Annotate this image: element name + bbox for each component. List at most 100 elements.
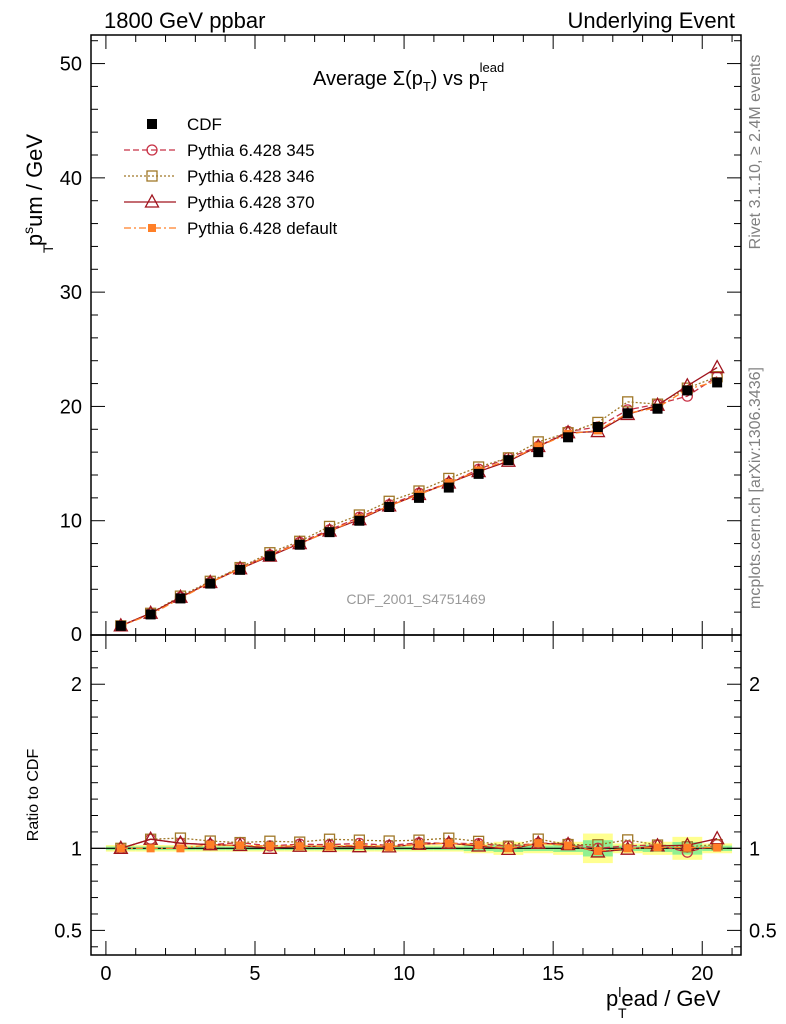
ratio-point <box>504 844 513 853</box>
ratio-point <box>116 844 125 853</box>
data-point <box>235 564 246 575</box>
ylabel-sup: s <box>20 227 36 234</box>
ratio-point <box>444 839 453 848</box>
data-point <box>622 408 633 419</box>
ratio-point <box>385 842 394 851</box>
ratio-series-line <box>120 842 718 852</box>
legend-label: Pythia 6.428 default <box>187 219 338 238</box>
x-tick-label: 5 <box>249 963 260 985</box>
ratio-point <box>683 843 692 852</box>
x-tick-label: 0 <box>100 963 111 985</box>
data-point <box>324 527 335 538</box>
data-point <box>205 578 216 589</box>
title-mid: ) vs p <box>431 68 480 90</box>
y-tick-label: 0 <box>71 624 82 646</box>
data-point <box>533 447 544 458</box>
ratio-point <box>176 844 185 853</box>
xlabel-p: p <box>606 986 618 1011</box>
legend-marker <box>144 193 160 208</box>
plot-title: Average Σ(pT) vs pTlead <box>313 60 504 94</box>
ratio-point <box>325 842 334 851</box>
data-point <box>354 515 365 526</box>
x-tick-label: 15 <box>542 963 564 985</box>
legend-label: Pythia 6.428 346 <box>187 167 315 186</box>
data-point <box>145 609 156 620</box>
legend-marker <box>148 224 156 232</box>
ratio-point <box>236 841 245 850</box>
ratio-point <box>593 847 602 856</box>
main-axis-ticks: 0 10 20 30 40 50 <box>60 35 741 646</box>
ratio-series-layer <box>113 830 725 858</box>
header-left-label: 1800 GeV ppbar <box>104 8 265 33</box>
data-point <box>709 359 725 374</box>
title-sub-t2: T <box>480 79 488 94</box>
main-series-layer <box>113 359 725 632</box>
data-point <box>473 468 484 479</box>
ratio-point <box>206 840 215 849</box>
data-point <box>443 482 454 493</box>
legend: CDF Pythia 6.428 345 Pythia 6.428 346 Pythi… <box>124 115 338 238</box>
data-point <box>712 377 723 388</box>
legend-marker <box>147 119 157 129</box>
ratio-y-tick-label: 0.5 <box>54 920 82 942</box>
data-point <box>384 502 395 512</box>
ratio-point <box>713 843 722 852</box>
data-point <box>264 551 275 562</box>
rivet-note: Rivet 3.1.10, ≥ 2.4M events <box>747 55 764 250</box>
ratio-point <box>414 840 423 849</box>
main-y-axis-label: psum / GeV T <box>20 134 56 253</box>
y-tick-label: 10 <box>60 511 82 533</box>
legend-marker <box>146 144 158 156</box>
legend-label: Pythia 6.428 370 <box>187 193 315 212</box>
title-main: Average Σ(p <box>313 68 423 90</box>
legend-marker <box>146 170 158 182</box>
xlabel-sub: T <box>618 1005 627 1021</box>
ratio-point <box>534 839 543 848</box>
ratio-point <box>355 841 364 850</box>
data-point <box>294 539 305 550</box>
data-point <box>413 492 424 503</box>
analysis-watermark: CDF_2001_S4751469 <box>346 591 486 607</box>
ratio-point <box>146 844 155 853</box>
ratio-axis-ticks: 0 5 10 15 20 0.5 0.5 1 1 2 2 <box>54 635 777 985</box>
ratio-point <box>143 830 159 845</box>
y-tick-label: 40 <box>60 168 82 190</box>
header-right-label: Underlying Event <box>567 8 735 33</box>
y-tick-label: 30 <box>60 282 82 304</box>
data-point <box>115 620 126 631</box>
ratio-plot-frame <box>90 634 742 956</box>
data-point <box>682 385 693 396</box>
mcplots-note: mcplots.cern.ch [arXiv:1306.3436] <box>747 367 764 609</box>
ratio-y-tick-label-right: 1 <box>749 838 760 860</box>
data-point <box>563 432 574 443</box>
ratio-point <box>653 843 662 852</box>
data-point <box>534 442 543 451</box>
data-point <box>503 455 514 466</box>
xlabel-rest: ead / GeV <box>621 986 720 1011</box>
ratio-y-tick-label: 1 <box>71 838 82 860</box>
x-axis-label: plead / GeV <box>606 984 721 1011</box>
title-sup: lead <box>480 60 505 75</box>
ratio-point <box>265 841 274 850</box>
x-tick-label: 20 <box>691 963 713 985</box>
svg-text:psum / GeV: psum / GeV <box>20 134 47 246</box>
ratio-y-tick-label: 2 <box>71 674 82 696</box>
ylabel-p: p <box>22 234 47 246</box>
data-point <box>175 593 186 604</box>
xlabel-sup: l <box>618 984 621 1000</box>
ratio-point <box>623 844 632 853</box>
legend-label: Pythia 6.428 345 <box>187 141 315 160</box>
ratio-y-tick-label-right: 2 <box>749 674 760 696</box>
data-point <box>652 403 663 414</box>
ratio-point <box>564 841 573 850</box>
ratio-y-axis-label: Ratio to CDF <box>25 749 42 842</box>
x-tick-label: 10 <box>393 963 415 985</box>
ylabel-sub: T <box>40 244 56 253</box>
ratio-series-line <box>120 837 718 849</box>
ratio-point <box>295 842 304 851</box>
y-tick-label: 20 <box>60 396 82 418</box>
ratio-uncertainty-band <box>91 833 741 864</box>
data-point <box>592 422 603 432</box>
legend-label: CDF <box>187 115 222 134</box>
